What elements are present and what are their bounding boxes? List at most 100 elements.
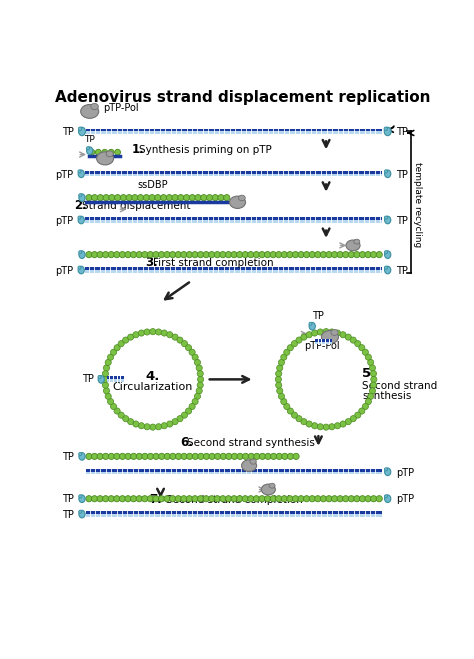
Circle shape <box>161 330 167 336</box>
Circle shape <box>253 252 259 258</box>
Circle shape <box>337 252 343 258</box>
Ellipse shape <box>384 216 388 219</box>
Circle shape <box>181 453 187 459</box>
Circle shape <box>226 496 232 501</box>
Ellipse shape <box>79 194 82 197</box>
Text: TP: TP <box>396 169 408 179</box>
Bar <box>86 514 383 517</box>
Circle shape <box>237 453 243 459</box>
Circle shape <box>315 252 321 258</box>
Circle shape <box>287 345 293 351</box>
Bar <box>85 270 383 273</box>
Circle shape <box>248 496 254 501</box>
Circle shape <box>259 453 265 459</box>
Circle shape <box>340 331 346 338</box>
Circle shape <box>133 331 139 338</box>
Circle shape <box>345 334 351 340</box>
Text: First strand completion: First strand completion <box>153 258 273 268</box>
Circle shape <box>138 422 145 429</box>
Circle shape <box>187 453 193 459</box>
Circle shape <box>125 496 131 501</box>
Circle shape <box>287 453 293 459</box>
Circle shape <box>276 252 282 258</box>
Circle shape <box>170 496 176 501</box>
Circle shape <box>242 252 248 258</box>
Circle shape <box>343 252 349 258</box>
Ellipse shape <box>81 105 99 119</box>
Circle shape <box>248 453 255 459</box>
Circle shape <box>287 252 293 258</box>
Bar <box>86 511 383 514</box>
Circle shape <box>108 252 114 258</box>
Circle shape <box>172 334 178 340</box>
Bar <box>85 174 383 177</box>
Circle shape <box>296 337 302 343</box>
Circle shape <box>164 496 170 501</box>
Circle shape <box>331 496 337 501</box>
Circle shape <box>220 496 226 501</box>
Circle shape <box>86 194 92 201</box>
Text: TP: TP <box>396 127 408 137</box>
Circle shape <box>348 252 355 258</box>
Text: TP: TP <box>396 215 408 226</box>
Circle shape <box>281 399 287 405</box>
Circle shape <box>136 496 142 501</box>
Circle shape <box>270 496 276 501</box>
Text: pTP: pTP <box>396 494 414 505</box>
Circle shape <box>284 403 290 410</box>
Circle shape <box>301 334 307 340</box>
Circle shape <box>350 337 356 343</box>
Circle shape <box>277 387 283 394</box>
Circle shape <box>186 496 192 501</box>
Circle shape <box>114 496 120 501</box>
Circle shape <box>97 252 103 258</box>
Circle shape <box>175 252 182 258</box>
Ellipse shape <box>331 330 338 335</box>
Circle shape <box>278 393 284 399</box>
Ellipse shape <box>309 322 312 326</box>
Circle shape <box>170 252 176 258</box>
Ellipse shape <box>98 376 104 383</box>
Circle shape <box>203 252 209 258</box>
Text: Adenovirus strand displacement replication: Adenovirus strand displacement replicati… <box>55 90 431 105</box>
Bar <box>85 171 383 174</box>
Circle shape <box>142 453 148 459</box>
Circle shape <box>147 496 154 501</box>
Circle shape <box>242 496 248 501</box>
Circle shape <box>253 496 259 501</box>
Circle shape <box>209 496 215 501</box>
Ellipse shape <box>384 250 388 254</box>
Ellipse shape <box>309 322 315 330</box>
Circle shape <box>189 403 195 410</box>
Circle shape <box>365 399 372 405</box>
Circle shape <box>355 412 361 418</box>
Circle shape <box>136 252 142 258</box>
Circle shape <box>301 418 307 425</box>
Circle shape <box>198 252 204 258</box>
Circle shape <box>86 496 92 501</box>
Ellipse shape <box>261 484 275 495</box>
Circle shape <box>105 359 111 366</box>
Ellipse shape <box>78 266 84 274</box>
Circle shape <box>317 424 323 430</box>
Text: TP: TP <box>82 374 93 384</box>
Circle shape <box>359 496 365 501</box>
Text: TP: TP <box>62 452 73 462</box>
Circle shape <box>95 150 101 155</box>
Text: pTP: pTP <box>55 266 73 276</box>
Circle shape <box>86 252 92 258</box>
Circle shape <box>175 453 182 459</box>
Text: TP: TP <box>396 266 408 276</box>
Circle shape <box>155 424 162 430</box>
Ellipse shape <box>229 196 246 208</box>
Circle shape <box>276 453 283 459</box>
Text: TP: TP <box>84 134 95 144</box>
Circle shape <box>298 496 304 501</box>
Circle shape <box>292 496 299 501</box>
Text: pTP: pTP <box>55 169 73 179</box>
Circle shape <box>178 194 184 201</box>
Circle shape <box>203 496 209 501</box>
Circle shape <box>102 252 109 258</box>
Circle shape <box>306 331 312 338</box>
Circle shape <box>362 349 368 355</box>
